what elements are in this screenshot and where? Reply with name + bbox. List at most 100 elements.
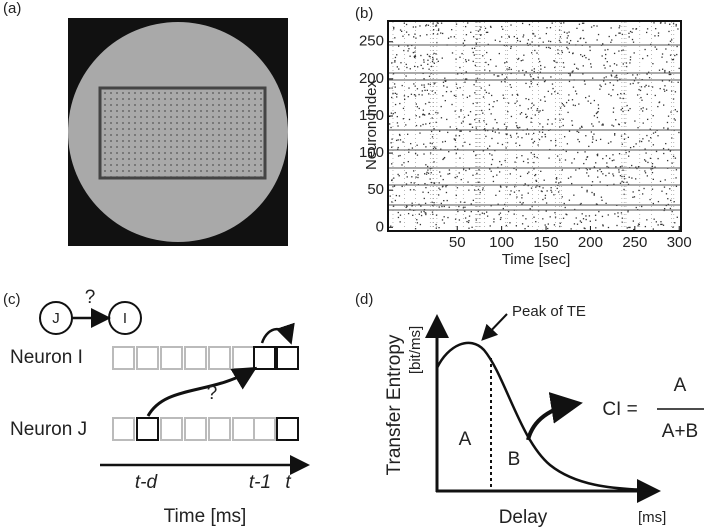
raster-dot xyxy=(497,128,499,130)
raster-dot xyxy=(613,52,616,55)
bin xyxy=(136,417,159,441)
raster-dot xyxy=(636,167,638,170)
raster-dot xyxy=(399,134,401,137)
raster-dot xyxy=(496,174,498,176)
raster-dot xyxy=(528,133,530,135)
raster-dot xyxy=(412,26,415,28)
raster-dot xyxy=(640,108,642,110)
raster-dot xyxy=(597,33,600,36)
raster-dot xyxy=(494,118,496,121)
raster-dot xyxy=(555,178,558,180)
raster-dot xyxy=(581,213,583,215)
raster-dot xyxy=(435,147,437,150)
raster-dot xyxy=(475,154,477,157)
raster-dot xyxy=(411,205,413,207)
raster-dot xyxy=(423,59,425,61)
raster-dot xyxy=(652,167,654,170)
raster-dot xyxy=(494,39,496,41)
raster-dot xyxy=(414,47,416,49)
raster-dot xyxy=(396,93,398,95)
raster-dot xyxy=(501,73,503,76)
raster-dot xyxy=(566,213,568,216)
x-tick-label: 250 xyxy=(622,234,647,251)
raster-dot xyxy=(535,180,538,182)
raster-dot xyxy=(661,223,663,226)
raster-dot xyxy=(645,152,647,154)
raster-dot xyxy=(448,206,450,208)
raster-dot xyxy=(601,199,603,201)
raster-dot xyxy=(474,64,477,67)
raster-dot xyxy=(596,170,599,172)
raster-dot xyxy=(612,175,615,177)
raster-dot xyxy=(614,134,616,136)
raster-dot xyxy=(413,189,415,191)
raster-dot xyxy=(674,119,676,121)
raster-dot xyxy=(471,226,473,228)
raster-dot xyxy=(652,228,654,230)
raster-dot xyxy=(427,172,430,174)
raster-dot xyxy=(620,135,623,137)
raster-dot xyxy=(399,214,402,216)
raster-dot xyxy=(641,99,643,101)
raster-dot xyxy=(415,115,417,117)
raster-dot xyxy=(669,23,671,25)
raster-dot xyxy=(619,78,621,80)
raster-dot xyxy=(672,58,675,61)
raster-dot xyxy=(487,63,490,66)
raster-dot xyxy=(651,188,654,190)
raster-dot xyxy=(580,54,582,56)
raster-dot xyxy=(431,136,434,138)
raster-dot xyxy=(416,154,419,156)
raster-dot xyxy=(403,49,405,52)
raster-dot xyxy=(403,95,406,97)
raster-dot xyxy=(463,168,465,170)
raster-dot xyxy=(522,34,525,36)
time-bins xyxy=(112,346,299,441)
raster-dot xyxy=(619,32,621,34)
raster-dot xyxy=(487,147,489,150)
raster-dot xyxy=(407,95,409,98)
raster-dot xyxy=(549,27,552,29)
raster-dot xyxy=(427,59,429,61)
raster-dot xyxy=(539,99,542,101)
raster-dot xyxy=(577,138,579,141)
raster-dot xyxy=(662,147,665,150)
raster-dot xyxy=(433,62,436,64)
raster-dot xyxy=(669,150,672,152)
raster-dot xyxy=(675,25,677,27)
raster-dot xyxy=(396,96,398,98)
raster-dot xyxy=(391,179,393,182)
raster-dot xyxy=(458,219,461,221)
raster-dot xyxy=(424,212,426,214)
raster-dot xyxy=(599,181,601,183)
raster-dot xyxy=(593,194,595,196)
raster-dot xyxy=(540,64,542,67)
raster-dot xyxy=(640,86,643,88)
raster-dot xyxy=(464,141,466,143)
raster-dot xyxy=(497,142,499,144)
raster-dot xyxy=(395,194,398,197)
raster-dot xyxy=(607,226,610,229)
raster-dot xyxy=(615,166,617,168)
raster-dot xyxy=(438,182,440,184)
tick-label: t xyxy=(285,472,291,493)
raster-dot xyxy=(412,214,414,216)
raster-dot xyxy=(402,118,405,120)
raster-dot xyxy=(644,225,647,228)
raster-dot xyxy=(621,180,623,183)
raster-dot xyxy=(516,37,518,39)
raster-dot xyxy=(434,92,436,94)
raster-dot xyxy=(635,143,637,145)
raster-dot xyxy=(552,87,554,90)
raster-dot xyxy=(532,78,535,80)
raster-dot xyxy=(648,77,651,79)
raster-dot xyxy=(442,32,444,35)
raster-dot xyxy=(482,96,485,98)
raster-dot xyxy=(611,39,613,41)
raster-dot xyxy=(632,74,634,76)
raster-dot xyxy=(608,93,610,96)
raster-dot xyxy=(397,148,399,150)
raster-dot xyxy=(632,196,634,198)
raster-dot xyxy=(589,220,591,222)
raster-dot xyxy=(408,87,410,89)
